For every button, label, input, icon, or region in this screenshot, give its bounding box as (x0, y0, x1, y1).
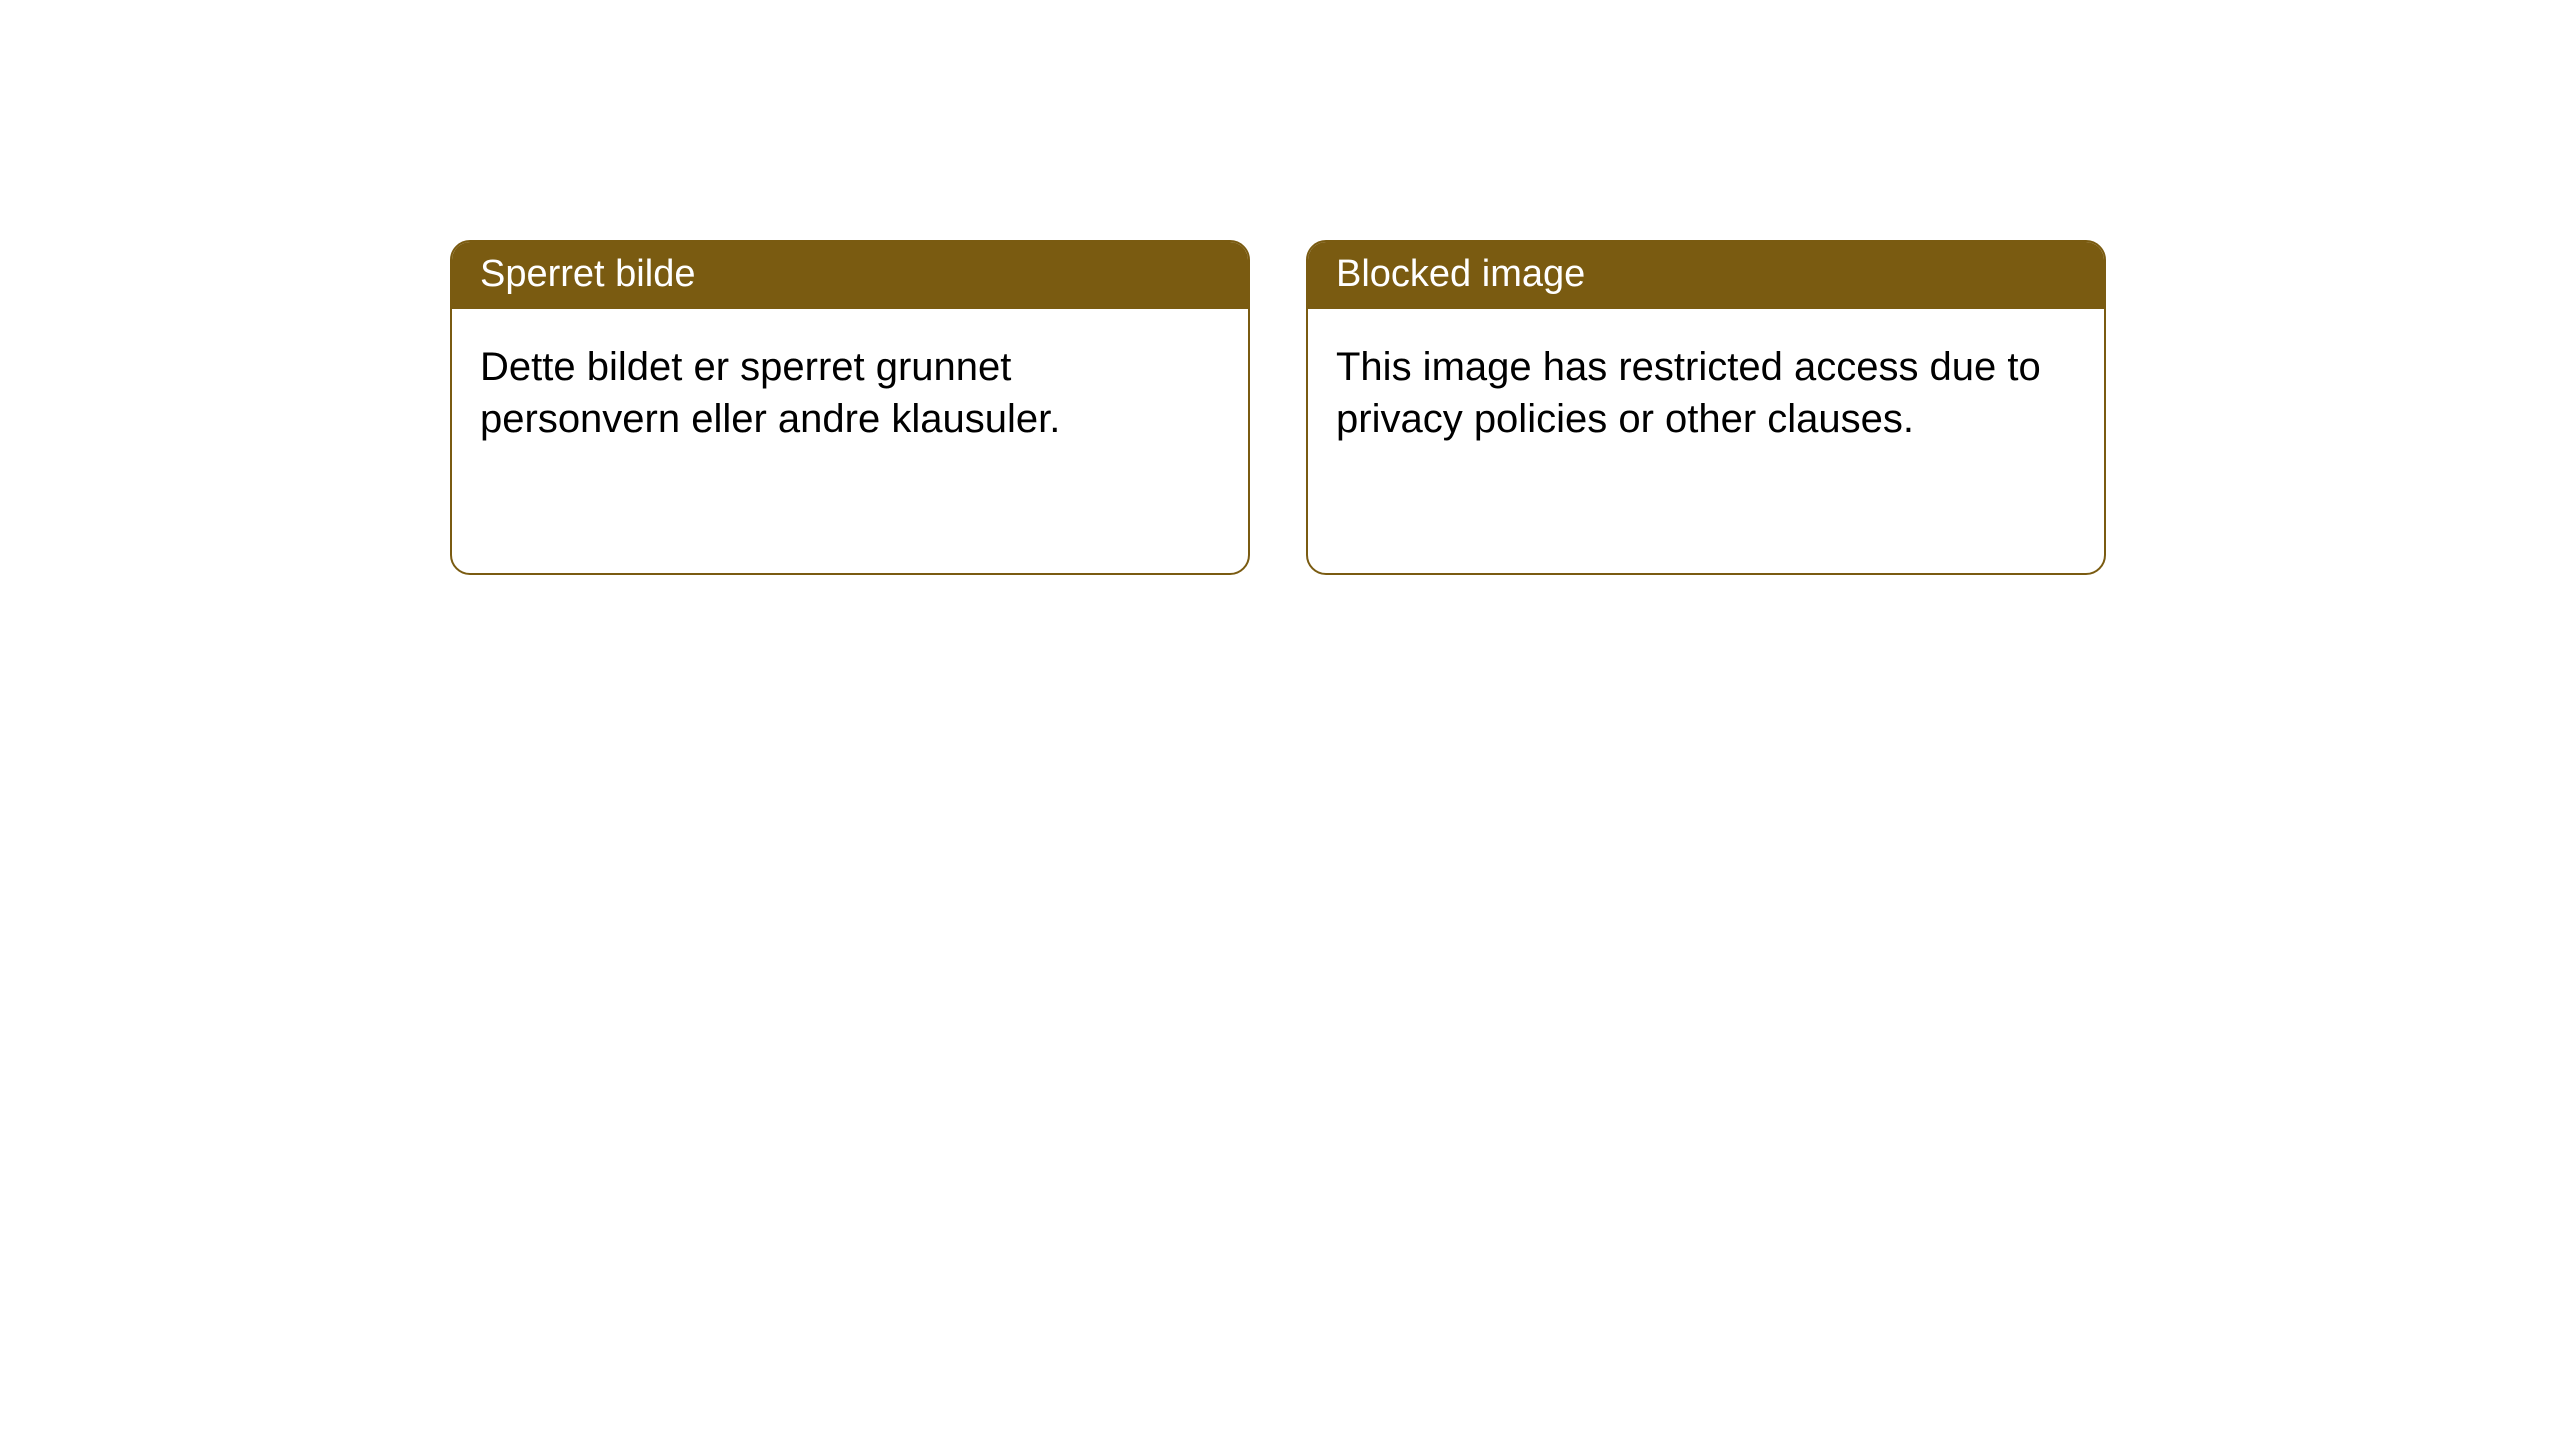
notice-container: Sperret bilde Dette bildet er sperret gr… (0, 0, 2560, 575)
blocked-image-card-no: Sperret bilde Dette bildet er sperret gr… (450, 240, 1250, 575)
card-body-text: This image has restricted access due to … (1308, 309, 2104, 473)
blocked-image-card-en: Blocked image This image has restricted … (1306, 240, 2106, 575)
card-title: Sperret bilde (452, 242, 1248, 309)
card-body-text: Dette bildet er sperret grunnet personve… (452, 309, 1248, 473)
card-title: Blocked image (1308, 242, 2104, 309)
